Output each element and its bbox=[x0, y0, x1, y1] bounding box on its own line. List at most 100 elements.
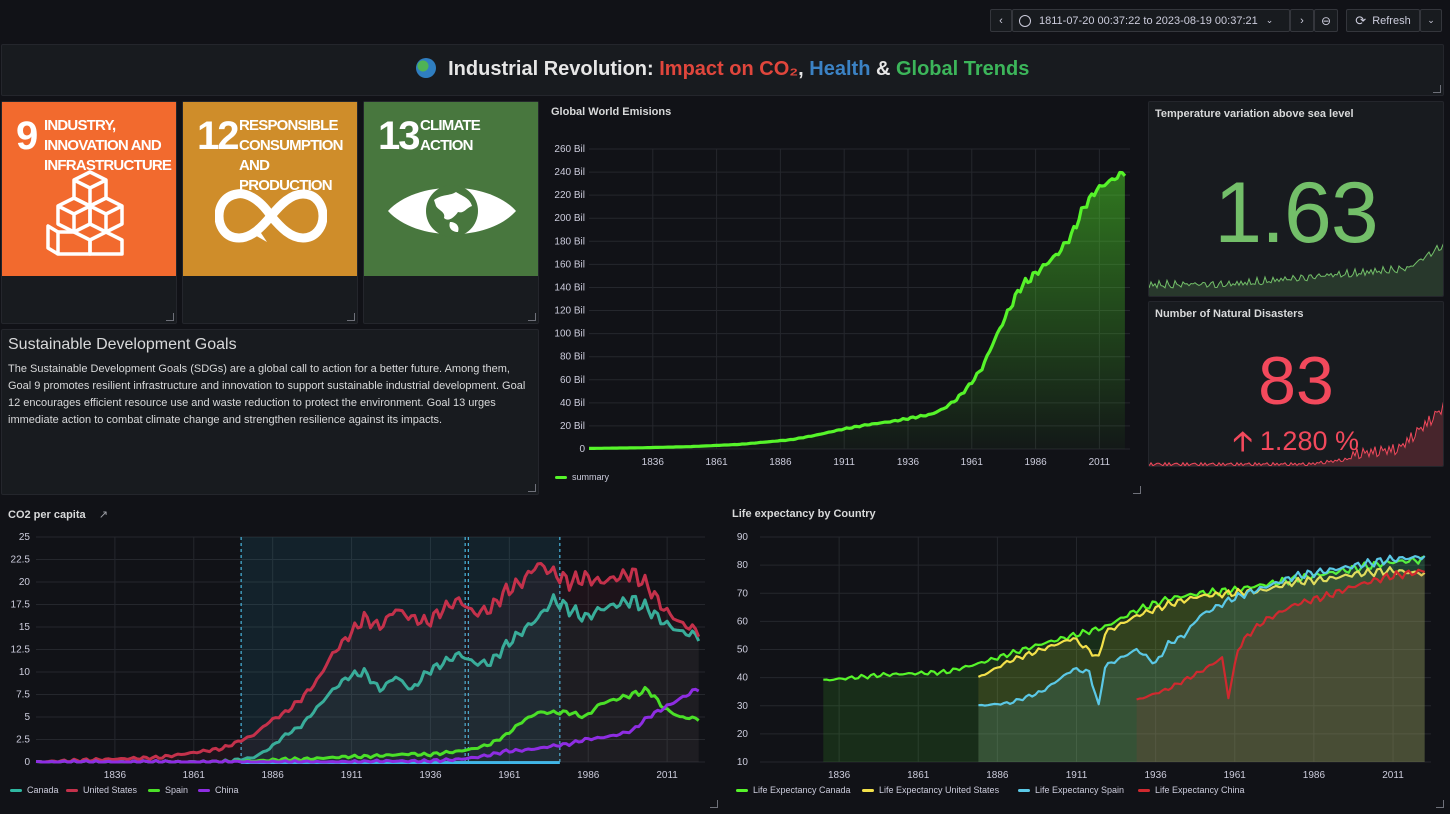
refresh-interval-dropdown[interactable]: ⌄ bbox=[1420, 9, 1442, 32]
title-part-sep2: & bbox=[870, 58, 896, 80]
y-tick-label: 20 bbox=[19, 577, 31, 588]
description-panel bbox=[1, 329, 539, 495]
x-tick-label: 1861 bbox=[907, 770, 930, 781]
y-tick-label: 5 bbox=[24, 712, 30, 723]
x-tick-label: 1836 bbox=[104, 770, 127, 781]
legend-swatch bbox=[198, 788, 210, 792]
sdg13-number: 13 bbox=[378, 114, 420, 158]
y-tick-label: 40 bbox=[737, 673, 749, 684]
emissions-chart: 0 20 Bil 40 Bil 60 Bil 80 Bil 100 Bil 120 Bil 1… bbox=[554, 144, 1130, 468]
page-title: Industrial Revolution: Impact on CO₂, He… bbox=[2, 58, 1443, 81]
external-link-icon[interactable]: ↗ bbox=[98, 509, 108, 521]
resize-handle[interactable] bbox=[166, 313, 174, 321]
legend-label: Life Expectancy Canada bbox=[753, 785, 851, 795]
co2-title-text: CO2 per capita bbox=[8, 509, 86, 521]
y-tick-label: 260 Bil bbox=[554, 144, 585, 155]
y-tick-label: 100 Bil bbox=[554, 329, 585, 340]
y-tick-label: 80 bbox=[737, 560, 749, 571]
x-tick-label: 1936 bbox=[419, 770, 442, 781]
legend-swatch bbox=[148, 788, 160, 792]
legend-item[interactable]: Life Expectancy United States bbox=[862, 785, 999, 795]
legend-item[interactable]: Life Expectancy China bbox=[1138, 785, 1245, 795]
legend-item[interactable]: United States bbox=[66, 785, 137, 795]
sdg12-text: RESPONSIBLE CONSUMPTION AND PRODUCTION bbox=[239, 117, 344, 194]
y-tick-label: 90 bbox=[737, 532, 749, 543]
y-tick-label: 160 Bil bbox=[554, 259, 585, 270]
y-tick-label: 80 Bil bbox=[560, 352, 585, 363]
y-tick-label: 2.5 bbox=[16, 735, 30, 746]
series-area-life-expectancy-china bbox=[1136, 569, 1425, 762]
resize-handle[interactable] bbox=[710, 800, 718, 808]
x-tick-label: 1961 bbox=[1224, 770, 1247, 781]
resize-handle[interactable] bbox=[1133, 486, 1141, 494]
legend-label: Canada bbox=[27, 785, 59, 795]
legend-swatch bbox=[1018, 788, 1030, 792]
co2-title: CO2 per capita ↗ bbox=[8, 508, 108, 521]
y-tick-label: 70 bbox=[737, 588, 749, 599]
life-panel: Life expectancy by Country 10 20 30 40 50 60 7… bbox=[726, 502, 1446, 810]
legend-label: China bbox=[215, 785, 239, 795]
y-tick-label: 10 bbox=[737, 757, 749, 768]
description-title: Sustainable Development Goals bbox=[8, 336, 237, 353]
highlight-region bbox=[468, 537, 560, 762]
x-tick-label: 1911 bbox=[833, 457, 855, 468]
sdg13-tile: 13 CLIMATE ACTION bbox=[364, 102, 538, 276]
series-area-life-expectancy-canada bbox=[823, 556, 1425, 762]
series-line-life-expectancy-spain bbox=[978, 554, 1426, 707]
refresh-icon: ⟳ bbox=[1355, 12, 1367, 28]
chevron-down-icon: ⌄ bbox=[1427, 15, 1435, 25]
sdg9-number: 9 bbox=[16, 114, 38, 158]
eye-globe-icon bbox=[388, 185, 516, 237]
legend-label: Life Expectancy Spain bbox=[1035, 785, 1125, 795]
zoom-out-button[interactable]: ⊖ bbox=[1314, 9, 1338, 32]
legend-item[interactable]: Life Expectancy Canada bbox=[736, 785, 851, 795]
temperature-panel: Temperature variation above sea level 1.… bbox=[1148, 101, 1444, 297]
y-tick-label: 140 Bil bbox=[554, 282, 585, 293]
time-back-button[interactable]: ‹ bbox=[990, 9, 1012, 32]
resize-handle[interactable] bbox=[347, 313, 355, 321]
series-line-summary bbox=[589, 170, 1127, 450]
x-tick-label: 1861 bbox=[705, 457, 728, 468]
x-tick-label: 1936 bbox=[1145, 770, 1168, 781]
emissions-legend-item[interactable]: summary bbox=[555, 472, 609, 482]
time-forward-button[interactable]: › bbox=[1290, 9, 1314, 32]
legend-swatch bbox=[736, 788, 748, 792]
resize-handle[interactable] bbox=[1433, 85, 1441, 93]
x-tick-label: 1836 bbox=[828, 770, 851, 781]
y-tick-label: 0 bbox=[579, 444, 585, 455]
title-part-sep1: , bbox=[798, 58, 810, 80]
x-tick-label: 1911 bbox=[1066, 770, 1088, 781]
y-tick-label: 20 Bil bbox=[560, 421, 585, 432]
y-tick-label: 30 bbox=[737, 701, 749, 712]
disasters-sparkline bbox=[1149, 402, 1443, 466]
legend-label: summary bbox=[572, 472, 610, 482]
resize-handle[interactable] bbox=[528, 313, 536, 321]
legend-item[interactable]: Life Expectancy Spain bbox=[1018, 785, 1124, 795]
y-tick-label: 60 Bil bbox=[560, 375, 585, 386]
legend-item[interactable]: Canada bbox=[10, 785, 59, 795]
co2-panel: CO2 per capita ↗ 0 2.5 5 7.5 10 12.5 15 17.5 20 2… bbox=[0, 502, 720, 810]
temperature-sparkline bbox=[1149, 243, 1443, 296]
x-tick-label: 1886 bbox=[986, 770, 1009, 781]
y-tick-label: 25 bbox=[19, 532, 31, 543]
temperature-value: 1.63 bbox=[1214, 165, 1378, 261]
emissions-title: Global World Emisions bbox=[551, 106, 672, 118]
resize-handle[interactable] bbox=[1436, 800, 1444, 808]
refresh-button[interactable]: ⟳ Refresh bbox=[1346, 9, 1420, 32]
legend-item[interactable]: Spain bbox=[148, 785, 188, 795]
clock-icon bbox=[1019, 14, 1031, 27]
legend-item[interactable]: China bbox=[198, 785, 239, 795]
x-tick-label: 1861 bbox=[183, 770, 206, 781]
legend-label: Life Expectancy China bbox=[1155, 785, 1245, 795]
x-tick-label: 1886 bbox=[769, 457, 792, 468]
title-part-main: Industrial Revolution: bbox=[448, 58, 660, 80]
time-range-picker[interactable]: 1811-07-20 00:37:22 to 2023-08-19 00:37:… bbox=[1012, 9, 1290, 32]
resize-handle[interactable] bbox=[528, 484, 536, 492]
y-tick-label: 200 Bil bbox=[554, 213, 585, 224]
series-line-life-expectancy-china bbox=[1136, 568, 1426, 701]
x-tick-label: 1886 bbox=[262, 770, 285, 781]
infinity-icon bbox=[215, 189, 327, 243]
x-tick-label: 2011 bbox=[1089, 457, 1111, 468]
highlight-region bbox=[241, 537, 466, 762]
x-tick-label: 1961 bbox=[961, 457, 984, 468]
